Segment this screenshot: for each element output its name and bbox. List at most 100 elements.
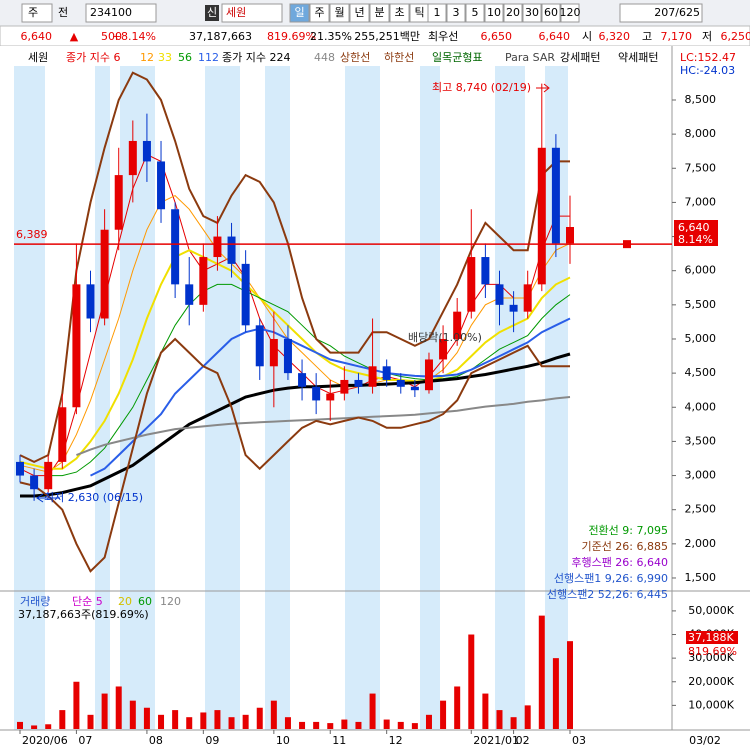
candle-body <box>171 209 180 285</box>
candle-body <box>157 161 166 210</box>
volume-bar <box>200 712 207 729</box>
candle-body <box>424 359 433 391</box>
interval: 20 <box>506 6 520 19</box>
volume-legend: 60 <box>138 595 152 608</box>
interval-button[interactable] <box>427 3 447 23</box>
pattern-band <box>14 66 45 730</box>
ichimoku-value: 기준선 26: 6,885 <box>581 540 668 553</box>
price-line-handle[interactable] <box>623 240 631 249</box>
volume-bar <box>383 719 390 729</box>
interval-button[interactable] <box>560 3 580 23</box>
ichimoku-value: 선행스팬1 9,26: 6,990 <box>554 572 668 585</box>
prev: 전 <box>58 6 68 19</box>
y-tick-label: 7,000 <box>685 195 717 208</box>
y-tick-label: 6,000 <box>685 264 717 277</box>
last-price: 6,640 <box>678 221 710 234</box>
code-input[interactable] <box>85 3 157 23</box>
volume-bar <box>524 705 531 729</box>
period: 초 <box>394 6 404 19</box>
period-button[interactable] <box>329 3 350 23</box>
volume-bar <box>172 710 179 729</box>
legend-ma: 448 <box>314 51 335 64</box>
candle-body <box>16 461 24 476</box>
y-tick-label: 5,000 <box>685 332 717 345</box>
period-button[interactable] <box>389 3 410 23</box>
candle-body <box>312 386 321 401</box>
interval-button[interactable] <box>446 3 466 23</box>
candle-body <box>255 325 264 367</box>
y-tick-label: 5,500 <box>685 298 717 311</box>
volume-bar <box>482 693 489 729</box>
interval: 120 <box>560 6 581 19</box>
legend-upper: 상한선 <box>340 51 370 64</box>
x-tick-label: 02 <box>516 734 530 747</box>
volume-bar <box>327 723 334 729</box>
candle-body <box>326 393 335 401</box>
period: 분 <box>374 6 384 19</box>
interval: 30 <box>525 6 539 19</box>
period-button[interactable] <box>309 3 330 23</box>
legend-ma: 33 <box>158 51 172 64</box>
candle-body <box>100 229 109 319</box>
candle-body <box>537 147 546 285</box>
period: 년 <box>354 6 364 19</box>
interval-button[interactable] <box>465 3 485 23</box>
volume-bar <box>411 723 418 729</box>
interval-button[interactable] <box>541 3 561 23</box>
ichimoku-value: 후행스팬 26: 6,640 <box>571 556 668 569</box>
legend-sar: Para SAR <box>505 51 555 64</box>
last-volume: 37,188K <box>688 631 734 644</box>
period-button[interactable] <box>349 3 370 23</box>
candle-body <box>439 338 448 360</box>
candle-body <box>481 257 490 285</box>
candle-body <box>142 140 151 162</box>
y-tick-label: 20,000K <box>688 675 734 688</box>
volume-bar <box>115 686 122 729</box>
kind-select[interactable] <box>21 3 53 23</box>
volume-bar <box>341 719 348 729</box>
volume-bar <box>468 634 475 729</box>
y-tick-label: 4,000 <box>685 400 717 413</box>
max-arrow <box>536 83 550 93</box>
name-input[interactable] <box>221 3 283 23</box>
x-tick-label: 03 <box>572 734 586 747</box>
interval-button[interactable] <box>522 3 542 23</box>
y-tick-label: 2,500 <box>685 503 717 516</box>
candle-body <box>114 175 123 230</box>
legend-ma: 112 <box>198 51 219 64</box>
interval-button[interactable] <box>484 3 504 23</box>
candle-body <box>354 379 363 387</box>
candle-body <box>72 284 81 408</box>
volume-legend: 거래량 <box>20 595 50 608</box>
y-tick-label: 50,000K <box>688 604 734 617</box>
interval-button[interactable] <box>503 3 523 23</box>
pattern-band <box>205 66 240 730</box>
y-tick-label: 4,500 <box>685 366 717 379</box>
volume-bar <box>59 710 66 729</box>
candle-body <box>283 338 292 374</box>
volume-bar <box>538 615 545 729</box>
candle-body <box>396 379 405 387</box>
x-tick-label: 2021/01 <box>473 734 519 747</box>
legend-ma: 12 <box>140 51 154 64</box>
interval: 5 <box>472 6 479 19</box>
y-tick-label: 8,000 <box>685 127 717 140</box>
pattern-band <box>95 66 110 730</box>
period: 월 <box>334 6 344 19</box>
period: 틱 <box>414 6 424 19</box>
volume-bar <box>143 707 150 729</box>
candle-body <box>227 236 236 264</box>
quote-volume-ratio: 819.69% <box>267 30 316 43</box>
period-button[interactable] <box>369 3 390 23</box>
candle-body <box>199 257 208 305</box>
volume-legend: 120 <box>160 595 181 608</box>
max-annotation: 최고 8,740 (02/19) <box>432 81 531 94</box>
candle-body <box>269 338 278 367</box>
period: 주 <box>314 6 324 19</box>
period-button[interactable] <box>289 3 310 23</box>
last-date: 03/02 <box>689 734 721 747</box>
period: 일 <box>294 5 304 19</box>
candle-body <box>340 379 349 394</box>
ma-line <box>19 249 571 470</box>
